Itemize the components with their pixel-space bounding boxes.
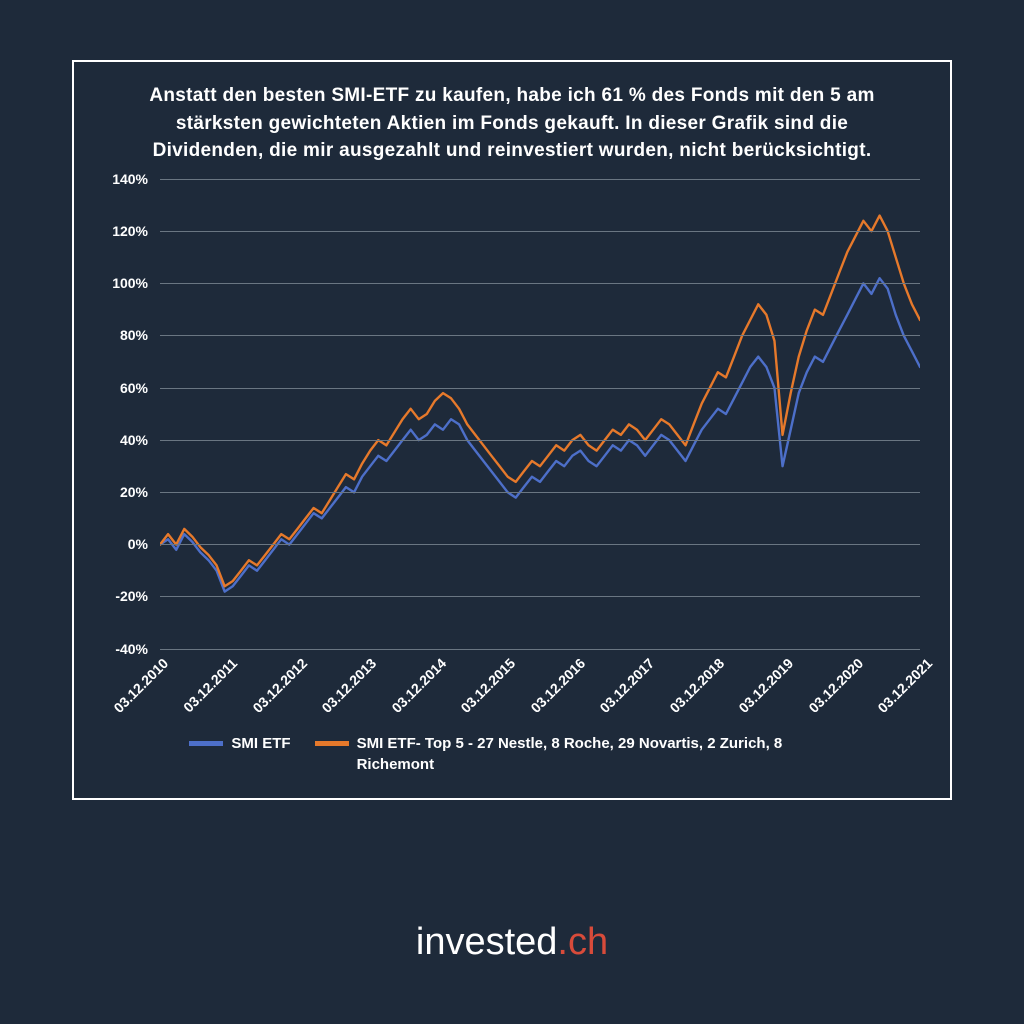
grid-line [160, 283, 920, 284]
x-tick-label: 03.12.2017 [597, 655, 658, 716]
grid-line [160, 492, 920, 493]
chart-svg [160, 179, 920, 649]
y-tick-label: 140% [112, 171, 148, 187]
y-tick-label: 60% [120, 380, 148, 396]
legend-item: SMI ETF- Top 5 - 27 Nestle, 8 Roche, 29 … [315, 733, 835, 777]
brand-part2: .ch [557, 921, 608, 963]
x-tick-label: 03.12.2016 [527, 655, 588, 716]
brand-logo: invested.ch [0, 921, 1024, 964]
y-tick-label: 0% [128, 536, 148, 552]
y-tick-label: 100% [112, 275, 148, 291]
x-tick-label: 03.12.2010 [110, 655, 171, 716]
x-tick-label: 03.12.2020 [805, 655, 866, 716]
x-tick-label: 03.12.2014 [388, 655, 449, 716]
grid-line [160, 231, 920, 232]
grid-line [160, 440, 920, 441]
chart-frame: Anstatt den besten SMI-ETF zu kaufen, ha… [72, 60, 952, 800]
plot-area [160, 179, 920, 649]
y-tick-label: 40% [120, 432, 148, 448]
grid-line [160, 179, 920, 180]
y-tick-label: 120% [112, 223, 148, 239]
x-tick-label: 03.12.2015 [458, 655, 519, 716]
x-tick-label: 03.12.2012 [249, 655, 310, 716]
y-tick-label: 80% [120, 327, 148, 343]
x-tick-label: 03.12.2018 [666, 655, 727, 716]
x-axis: 03.12.201003.12.201103.12.201203.12.2013… [160, 649, 996, 739]
brand-part1: invested [416, 921, 558, 963]
x-tick-label: 03.12.2011 [180, 655, 240, 715]
chart-title: Anstatt den besten SMI-ETF zu kaufen, ha… [122, 82, 902, 165]
grid-line [160, 596, 920, 597]
plot-wrap: 140%120%100%80%60%40%20%0%-20%-40% [94, 179, 930, 649]
grid-line [160, 544, 920, 545]
y-tick-label: -20% [115, 588, 148, 604]
legend: SMI ETFSMI ETF- Top 5 - 27 Nestle, 8 Roc… [94, 733, 930, 777]
y-tick-label: -40% [115, 641, 148, 657]
x-tick-label: 03.12.2019 [736, 655, 797, 716]
grid-line [160, 335, 920, 336]
x-tick-label: 03.12.2021 [874, 655, 935, 716]
grid-line [160, 388, 920, 389]
y-axis: 140%120%100%80%60%40%20%0%-20%-40% [94, 179, 154, 649]
legend-label: SMI ETF- Top 5 - 27 Nestle, 8 Roche, 29 … [357, 733, 835, 777]
x-tick-label: 03.12.2013 [319, 655, 380, 716]
legend-swatch [189, 741, 223, 746]
legend-swatch [315, 741, 349, 746]
y-tick-label: 20% [120, 484, 148, 500]
series-line [160, 215, 920, 586]
legend-row: SMI ETFSMI ETF- Top 5 - 27 Nestle, 8 Roc… [94, 733, 930, 777]
